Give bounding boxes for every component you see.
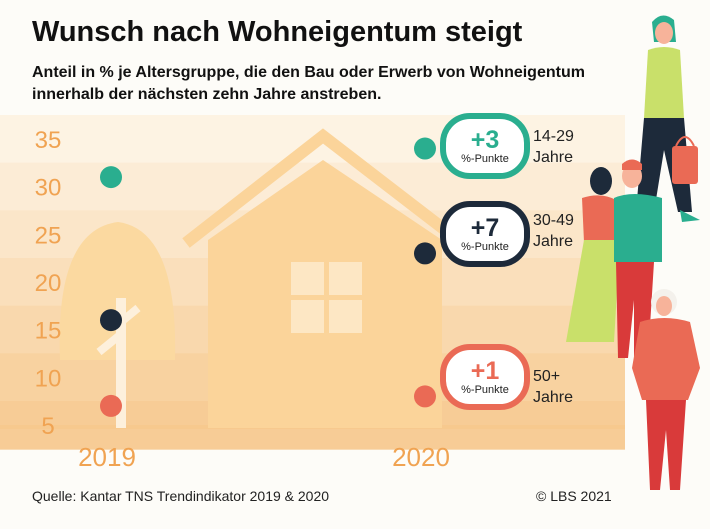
tree-branch [96,331,123,356]
badge-unit: %-Punkte [461,383,509,396]
person-trousers [646,400,686,490]
badge-value: +3 [470,125,500,154]
copyright: © LBS 2021 [536,488,612,504]
x-axis-label: 2020 [392,442,450,472]
age-label-14-29: 14-29 Jahre [533,128,574,166]
tree-trunk [116,298,126,428]
y-tick-label: 5 [41,413,54,440]
badge-unit: %-Punkte [461,152,509,165]
badge-value: +7 [470,213,500,242]
data-point [414,242,436,265]
change-badge-50plus: +1 %-Punkte [440,344,530,410]
y-axis-ticks: 35 30 25 20 15 10 5 [35,127,62,440]
data-point [100,394,122,417]
data-point [414,137,436,160]
person-bag [672,146,698,184]
data-point [100,166,122,189]
y-tick-label: 20 [35,270,62,297]
x-axis-labels: 2019 2020 [78,442,450,472]
tree-illustration [59,222,176,428]
data-point [100,309,122,332]
house-roof [182,128,466,248]
subtitle: Anteil in % je Altersgruppe, die den Bau… [32,64,585,103]
person-skirt [566,240,620,342]
y-tick-label: 25 [35,222,62,249]
x-axis-label: 2019 [78,442,136,472]
y-tick-label: 15 [35,318,62,345]
person-shirt [614,194,662,262]
house-illustration [182,128,466,428]
tree-crown [59,222,176,360]
data-points [100,137,436,417]
age-label-30-49: 30-49 Jahre [533,212,574,250]
age-label-50plus: 50+ Jahre [533,368,574,406]
y-tick-label: 35 [35,127,62,154]
person-head [655,22,673,44]
source-note: Quelle: Kantar TNS Trendindikator 2019 &… [32,488,330,504]
data-point [414,385,436,408]
y-tick-label: 30 [35,175,62,202]
change-badge-30-49: +7 %-Punkte [440,201,530,267]
person-shirt [582,195,620,242]
people-illustration [566,15,700,490]
badge-value: +1 [470,356,500,385]
change-badge-14-29: +3 %-Punkte [440,113,530,179]
tree-branch [118,304,141,326]
y-tick-label: 10 [35,365,62,392]
person-head [656,296,672,316]
person-hair [590,167,612,195]
badge-unit: %-Punkte [461,240,509,253]
person-jacket [632,318,700,400]
person-shirt [644,47,684,118]
page-title: Wunsch nach Wohneigentum steigt [32,16,523,48]
